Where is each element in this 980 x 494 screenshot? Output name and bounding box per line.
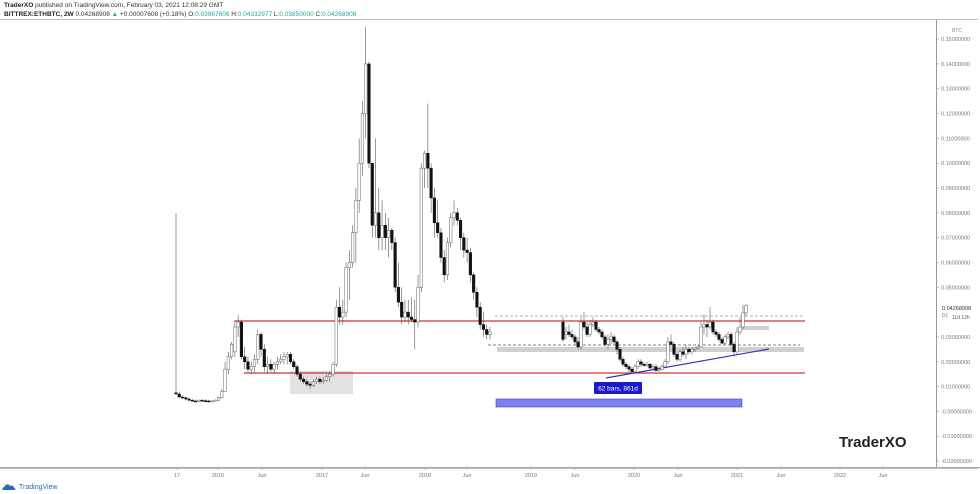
date-range-box[interactable] [495,398,743,408]
close-label: C: [315,11,323,18]
price-change: +0.00007608 (+0.18%) [119,11,187,18]
price-tick-label: -0.02000000 [941,459,972,465]
price-tick-label: 0.05000000 [941,285,970,291]
price-tick-label: 0.13000000 [941,87,970,93]
time-tick-label: Jun [463,473,472,479]
change-arrow-icon: ▲ [111,11,119,18]
time-tick-label: 2021 [731,473,743,479]
price-tick-label: 0.03000000 [941,335,970,341]
time-tick-label: Jun [879,473,888,479]
low-label: L: [273,11,280,18]
time-tick-label: Jun [258,473,267,479]
time-tick-label: 17 [174,473,180,479]
price-tick-label: 0.01000000 [941,385,970,391]
time-tick-label: Jun [777,473,786,479]
close-value: 0.04268908 [322,11,357,18]
last-price-label: 0.04268908 [942,306,971,312]
tradingview-footer[interactable]: TradingView [2,483,58,491]
price-tick-label: 0.07000000 [941,236,970,242]
bar-countdown: 11d 12h [952,315,970,321]
price-tick-label: 0.12000000 [941,112,970,118]
chart-header: TraderXO published on TradingView.com, F… [4,1,356,19]
range-label-badge [594,382,642,394]
price-tick-label: 0.15000000 [941,37,970,43]
time-tick-label: 2019 [525,473,537,479]
open-value: 0.03967606 [195,11,230,18]
author-watermark: TraderXO [839,434,907,451]
range-label: 62 bars, 861d [598,386,638,393]
retest-zone [742,326,769,330]
time-axis[interactable]: 17 2016 Jun 2017 Jun 2018 Jun 2019 Jun 2020 Jun 202… [174,467,888,479]
price-tick-label: 0.09000000 [941,186,970,192]
trend-line[interactable] [605,348,770,379]
high-label: H: [231,11,238,18]
price-tick-label: 0.10000000 [941,161,970,167]
tradingview-brand: TradingView [19,483,58,491]
price-unit: BTC [952,28,962,34]
time-tick-label: Jun [361,473,370,479]
last-price: 0.04268908 [75,11,110,18]
open-label: O: [188,11,196,18]
time-tick-label: 2017 [316,473,328,479]
price-tick-label: -0.01000000 [941,434,972,440]
symbol-label[interactable]: BITTREX:ETHBTC, 2W [4,11,74,18]
chart-frame [0,19,978,469]
time-tick-label: Jun [571,473,580,479]
low-value: 0.03850000 [279,11,314,18]
accumulation-zone [290,371,353,394]
candlestick-series [174,26,748,403]
time-tick-label: 2016 [212,473,224,479]
tradingview-cloud-icon [2,484,16,490]
price-tick-label: -0.00000000 [941,409,972,415]
price-tick-label: 0.06000000 [941,260,970,266]
countdown-prefix: 0.( [942,313,948,319]
price-tick-label: 0.11000000 [941,136,970,142]
time-tick-label: 2018 [419,473,431,479]
time-tick-label: Jun [674,473,683,479]
price-tick-label: 0.08000000 [941,211,970,217]
price-tick-label: 0.14000000 [941,62,970,68]
price-axis[interactable]: 0.15000000 0.14000000 0.13000000 0.12000000… [936,37,972,465]
time-tick-label: 2020 [628,473,640,479]
price-tick-label: 0.02000000 [941,360,970,366]
high-value: 0.04332977 [237,11,273,18]
support-zone [497,347,804,352]
time-tick-label: 2022 [834,473,846,479]
published-text: published on TradingView.com, February 0… [35,2,224,9]
author-name[interactable]: TraderXO [4,2,34,9]
